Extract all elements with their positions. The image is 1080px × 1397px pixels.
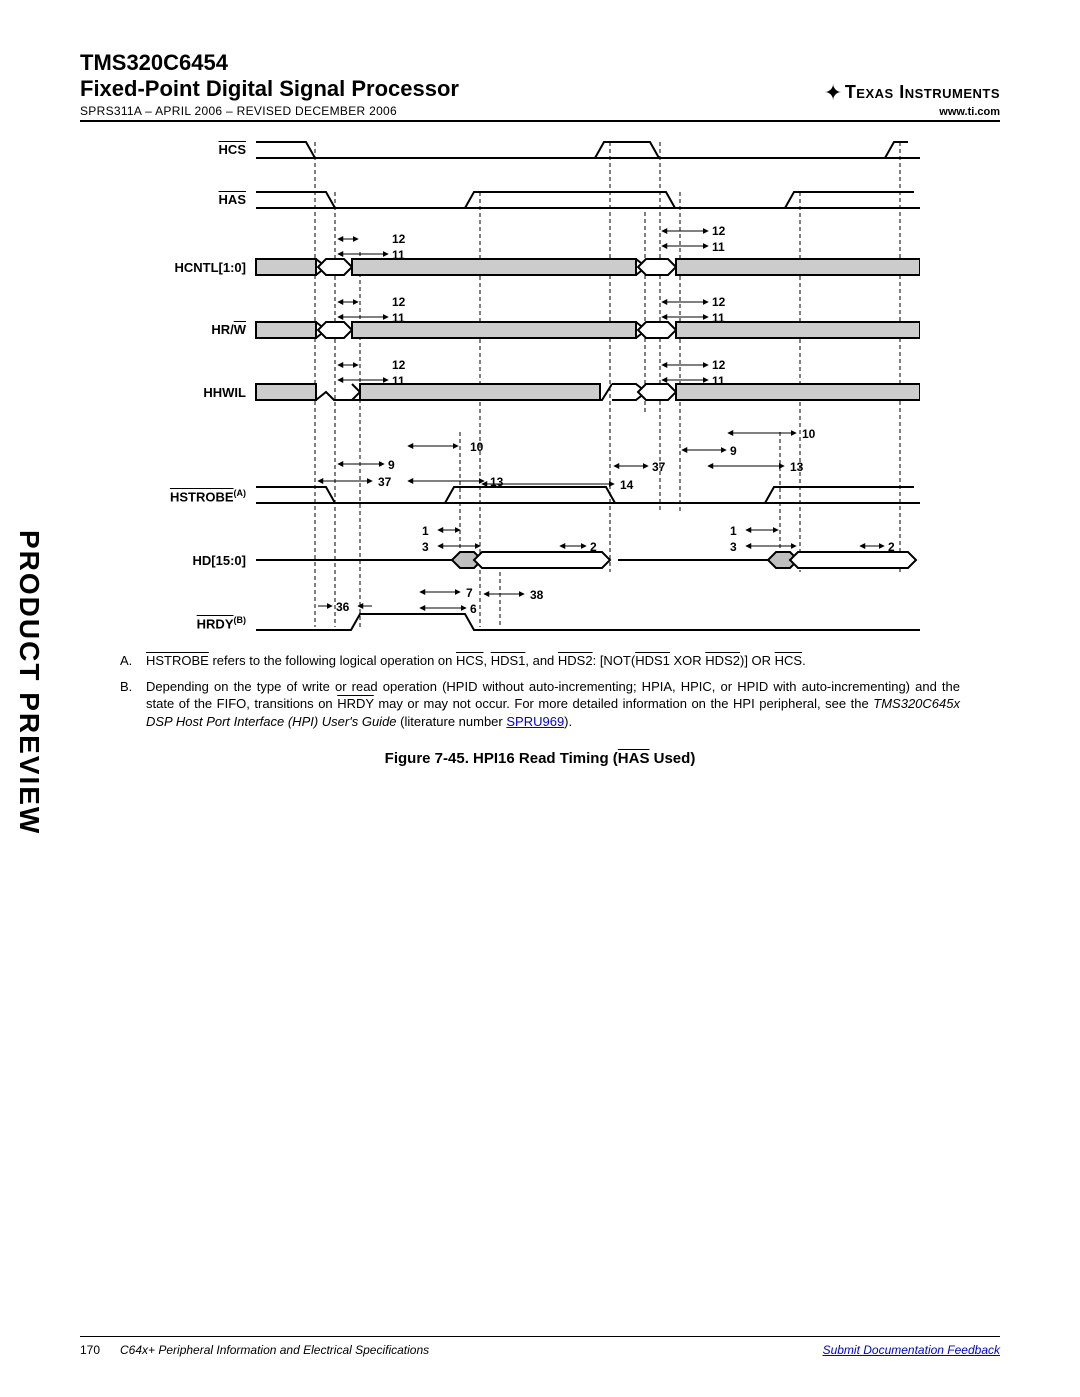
product-subtitle: Fixed-Point Digital Signal Processor: [80, 76, 459, 102]
page-footer: 170 C64x+ Peripheral Information and Ele…: [80, 1336, 1000, 1357]
figure-notes: A. HSTROBE refers to the following logic…: [120, 652, 960, 730]
note-a: A. HSTROBE refers to the following logic…: [120, 652, 960, 670]
product-preview-watermark: PRODUCT PREVIEW: [13, 530, 45, 835]
timing-diagram: HCS HAS HCNTL[1:0] HR/W HHWIL HSTROBE(A)…: [160, 132, 920, 632]
page-number: 170: [80, 1343, 120, 1357]
product-number: TMS320C6454: [80, 50, 459, 76]
ti-logo: ✦Texas Instruments: [824, 80, 1000, 106]
doc-revision: SPRS311A – APRIL 2006 – REVISED DECEMBER…: [80, 104, 459, 118]
header-left: TMS320C6454 Fixed-Point Digital Signal P…: [80, 50, 459, 118]
page-header: TMS320C6454 Fixed-Point Digital Signal P…: [80, 50, 1000, 122]
ti-chip-icon: ✦: [824, 80, 843, 105]
note-b: B. Depending on the type of write or rea…: [120, 678, 960, 731]
timing-svg: [160, 132, 920, 632]
link-feedback[interactable]: Submit Documentation Feedback: [823, 1343, 1000, 1357]
header-right: ✦Texas Instruments www.ti.com: [824, 80, 1000, 118]
figure-caption: Figure 7-45. HPI16 Read Timing (HAS Used…: [80, 750, 1000, 767]
link-spru969[interactable]: SPRU969: [506, 714, 564, 729]
footer-section: C64x+ Peripheral Information and Electri…: [120, 1343, 823, 1357]
ti-url: www.ti.com: [824, 106, 1000, 118]
